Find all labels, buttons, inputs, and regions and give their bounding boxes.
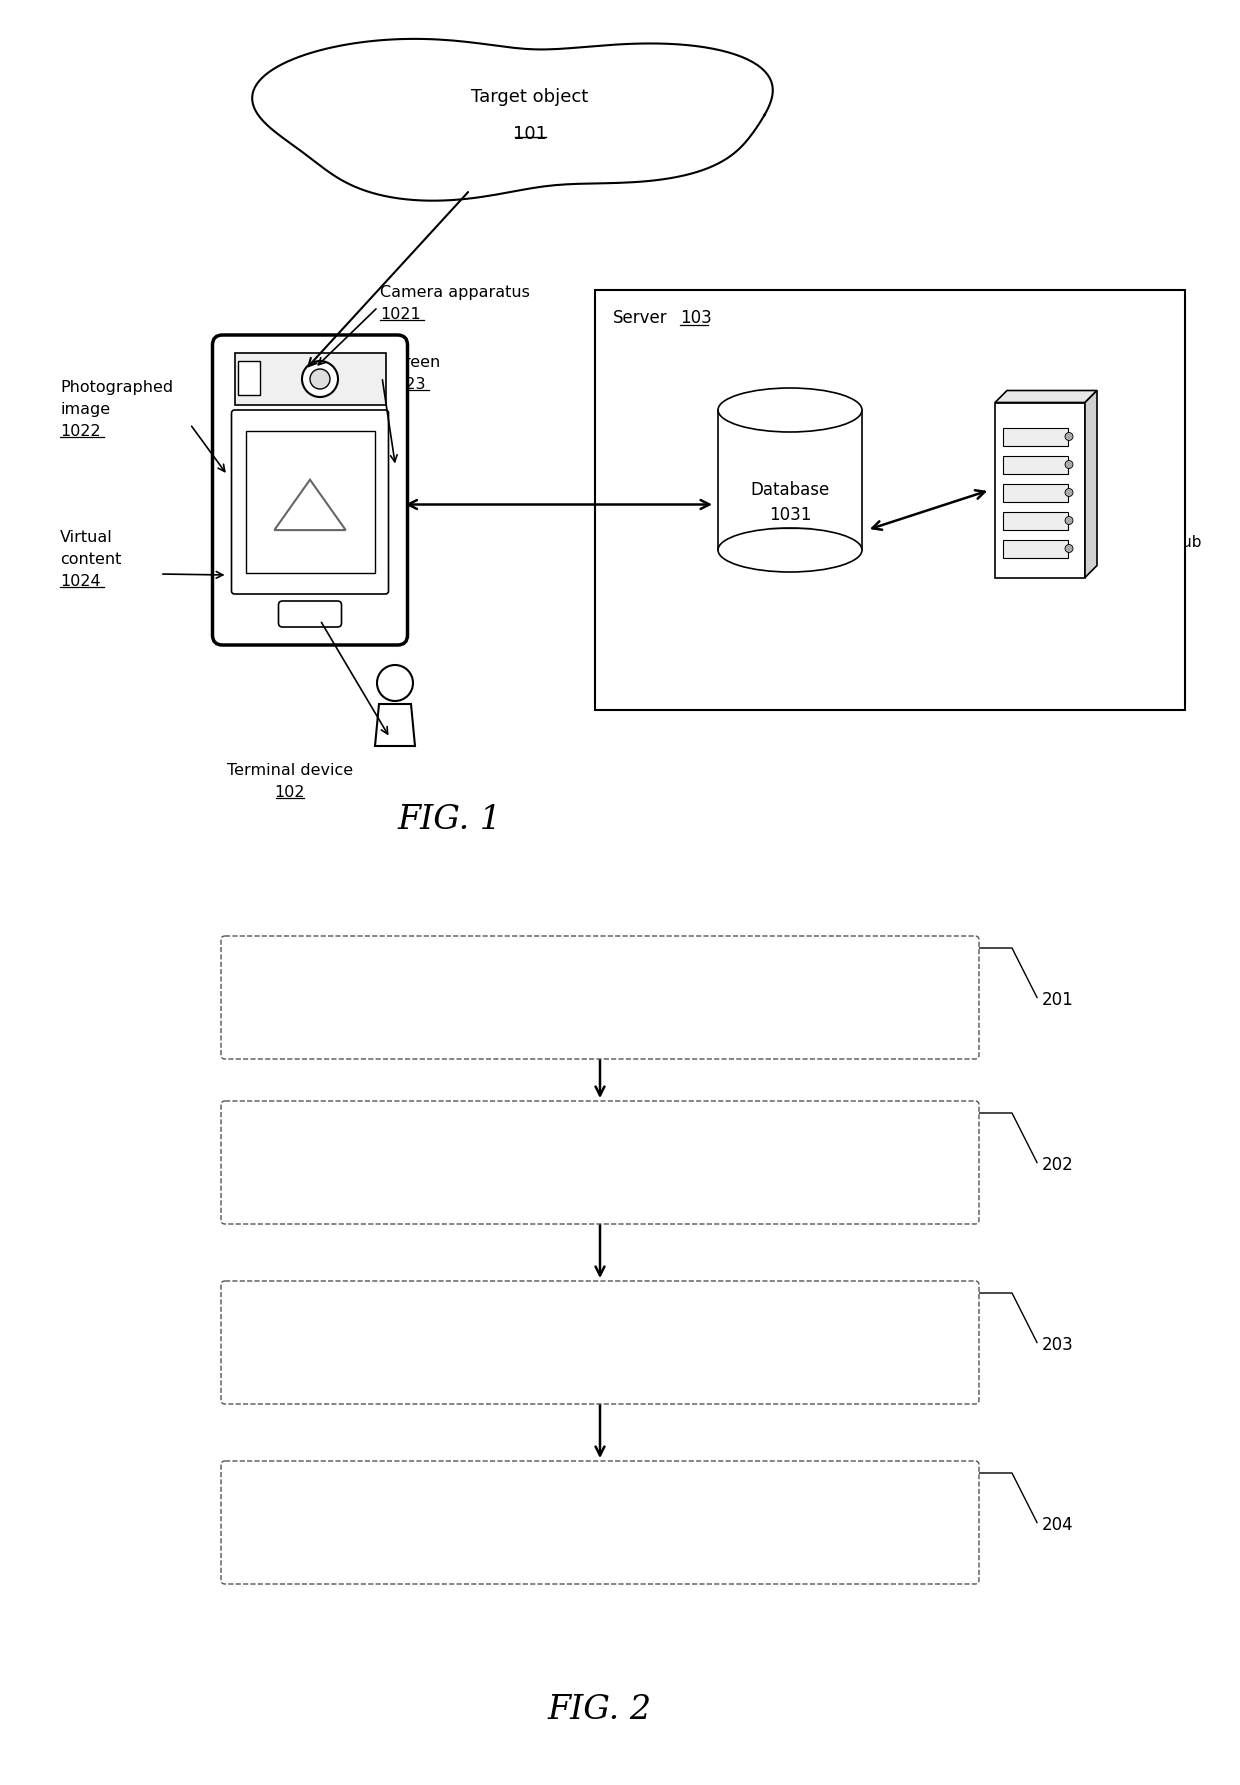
Bar — [1003, 484, 1068, 502]
Text: FIG. 2: FIG. 2 — [548, 1694, 652, 1726]
Text: 201: 201 — [1042, 991, 1074, 1009]
Text: Virtual: Virtual — [60, 530, 113, 544]
FancyBboxPatch shape — [279, 602, 341, 627]
Text: Camera apparatus: Camera apparatus — [379, 286, 529, 300]
Ellipse shape — [718, 528, 862, 571]
Bar — [595, 289, 1185, 710]
Text: 1024: 1024 — [60, 575, 100, 589]
Text: 1031: 1031 — [769, 505, 811, 525]
Bar — [1003, 539, 1068, 557]
Text: Database: Database — [750, 480, 830, 500]
Circle shape — [303, 361, 339, 396]
Circle shape — [1065, 544, 1073, 553]
Circle shape — [377, 666, 413, 702]
FancyBboxPatch shape — [221, 935, 980, 1059]
Text: 1032: 1032 — [1110, 575, 1148, 591]
FancyBboxPatch shape — [212, 336, 408, 644]
Text: Server: Server — [613, 309, 667, 327]
Bar — [238, 361, 259, 394]
Text: 101: 101 — [513, 125, 547, 143]
Polygon shape — [994, 391, 1097, 402]
Text: 102: 102 — [275, 785, 305, 800]
Circle shape — [1065, 461, 1073, 468]
Text: Offline: Offline — [1110, 516, 1161, 530]
Circle shape — [1065, 516, 1073, 525]
Bar — [234, 353, 386, 405]
Text: FIG. 1: FIG. 1 — [398, 803, 502, 835]
Bar — [1003, 512, 1068, 530]
Text: Screen: Screen — [384, 355, 440, 369]
Circle shape — [310, 369, 330, 389]
FancyBboxPatch shape — [221, 1101, 980, 1225]
Polygon shape — [252, 39, 773, 200]
FancyBboxPatch shape — [221, 1282, 980, 1405]
Text: 1021: 1021 — [379, 307, 420, 321]
Text: Determine, according to the training model parameter through the
convolutional n: Determine, according to the training mod… — [330, 1317, 870, 1367]
Text: Obtain a training model parameter of a convolutional neural
network of a target : Obtain a training model parameter of a c… — [357, 982, 843, 1014]
FancyBboxPatch shape — [232, 411, 388, 594]
Ellipse shape — [718, 387, 862, 432]
Text: 1022: 1022 — [60, 425, 100, 439]
Text: image: image — [60, 402, 110, 418]
Text: 202: 202 — [1042, 1155, 1074, 1173]
Bar — [718, 411, 862, 550]
Text: Determine a posture of the target object according to the at least
one first ima: Determine a posture of the target object… — [336, 1498, 864, 1548]
Text: 203: 203 — [1042, 1335, 1074, 1353]
Bar — [246, 430, 374, 573]
Text: 1023: 1023 — [384, 377, 425, 393]
Text: Obtain a real-time image of the target object, and identify at least
one first i: Obtain a real-time image of the target o… — [334, 1146, 867, 1178]
Polygon shape — [1085, 391, 1097, 578]
FancyBboxPatch shape — [221, 1460, 980, 1583]
Bar — [1003, 455, 1068, 473]
Bar — [994, 402, 1085, 578]
Circle shape — [1065, 432, 1073, 441]
Bar — [1003, 427, 1068, 446]
Text: Target object: Target object — [471, 87, 589, 105]
Text: server: server — [1110, 555, 1158, 569]
Circle shape — [1065, 489, 1073, 496]
Text: 103: 103 — [680, 309, 712, 327]
Text: content: content — [60, 552, 122, 568]
Text: Terminal device: Terminal device — [227, 762, 353, 778]
Text: Photographed: Photographed — [60, 380, 174, 394]
Text: training sub: training sub — [1110, 536, 1202, 550]
Text: 204: 204 — [1042, 1515, 1074, 1533]
